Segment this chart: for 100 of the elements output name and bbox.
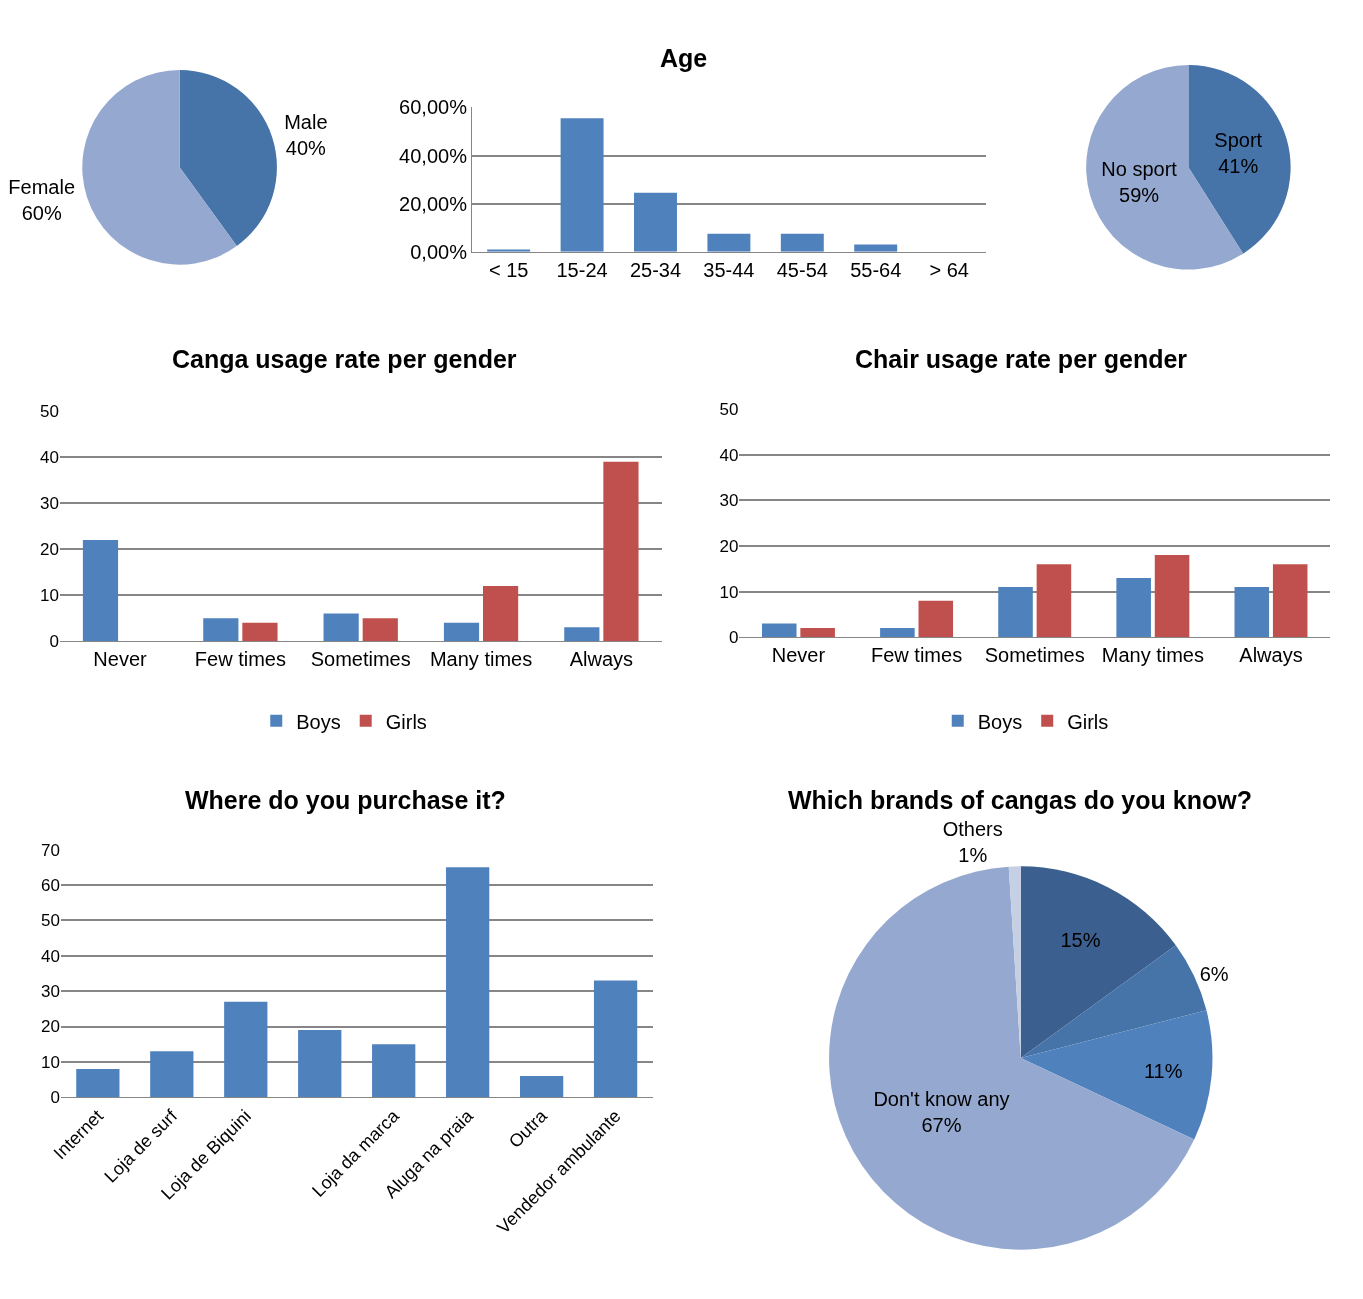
y-tick-label: 60 (40, 875, 60, 895)
y-tick-label: 10 (39, 586, 59, 606)
chart-title: Where do you purchase it? (185, 786, 506, 814)
bar (1154, 555, 1190, 638)
y-tick-label: 30 (39, 494, 59, 514)
bar (780, 233, 824, 252)
bar (707, 233, 751, 252)
x-tick-label: Many times (429, 648, 533, 671)
y-tick-label: 40 (719, 445, 739, 465)
chart-title: Canga usage rate per gender (172, 345, 517, 373)
legend-label: Girls (1067, 710, 1109, 733)
data-label: 67% (921, 1113, 962, 1136)
bar (519, 1076, 564, 1098)
x-tick-label: Few times (194, 648, 286, 671)
bar (593, 980, 638, 1098)
bar (362, 618, 398, 642)
bar (203, 618, 239, 642)
x-tick-label: 35-44 (703, 258, 755, 281)
bar (323, 613, 359, 642)
bar (634, 192, 677, 252)
y-tick-label: 0 (728, 628, 739, 648)
bar (560, 118, 604, 252)
y-tick-label: 0 (49, 632, 59, 652)
bar (483, 585, 519, 642)
data-label: 41% (1218, 154, 1259, 177)
chart-title: Chair usage rate per gender (855, 345, 1188, 373)
y-tick-label: 50 (40, 911, 60, 931)
data-label: 1% (958, 844, 988, 867)
pie-slice (1020, 1010, 1213, 1140)
x-tick-label: Many times (1101, 644, 1204, 667)
legend-label: Girls (385, 710, 427, 733)
x-tick-label: Always (1239, 644, 1303, 667)
bar (1234, 587, 1270, 638)
bar (880, 628, 915, 638)
bar (224, 1001, 268, 1098)
x-tick-label: 45-54 (776, 258, 828, 281)
y-tick-label: 70 (40, 840, 60, 860)
data-label: 15% (1060, 929, 1101, 952)
bar (918, 600, 954, 638)
x-tick-label: < 15 (488, 258, 529, 281)
bar (1116, 577, 1151, 638)
x-tick-label: 55-64 (850, 258, 902, 281)
y-tick-label: 60,00% (399, 96, 468, 119)
x-tick-label: 15-24 (556, 258, 608, 281)
y-tick-label: 50 (719, 400, 739, 420)
data-label: 60% (21, 201, 62, 224)
bar (1272, 564, 1308, 638)
data-label: 11% (1143, 1060, 1183, 1083)
slice-label: Others (942, 818, 1003, 841)
x-tick-label: Few times (871, 644, 963, 667)
bar (761, 623, 797, 638)
bar (82, 539, 119, 642)
data-label: 40% (285, 136, 327, 159)
bar (372, 1044, 416, 1098)
x-tick-label: Never (93, 648, 148, 671)
pie-slice (829, 866, 1195, 1250)
y-tick-label: 20,00% (399, 192, 468, 215)
bar (998, 587, 1033, 638)
x-tick-label: > 64 (929, 258, 969, 281)
slice-label: No sport (1101, 157, 1178, 180)
x-tick-label: Never (771, 644, 826, 667)
pie-slice (1188, 65, 1291, 254)
bar (1036, 564, 1072, 638)
chart-title: Which brands of cangas do you know? (788, 786, 1252, 814)
chart-title: Age (660, 44, 708, 72)
pie-slice (1020, 866, 1176, 1058)
bar (443, 622, 480, 642)
y-tick-label: 10 (719, 582, 739, 602)
x-tick-label: Sometimes (310, 648, 411, 671)
bar (242, 622, 278, 642)
slice-label: Sport (1214, 128, 1263, 151)
y-tick-label: 0 (50, 1088, 60, 1108)
bar (150, 1051, 194, 1098)
y-tick-label: 0,00% (410, 240, 468, 263)
pie-slice (179, 69, 277, 247)
y-tick-label: 30 (719, 491, 739, 511)
pie-slice (82, 69, 237, 265)
slice-label: Don't know any (873, 1087, 1010, 1110)
bar (603, 461, 639, 642)
y-tick-label: 40 (39, 448, 59, 468)
legend-label: Boys (977, 710, 1023, 733)
data-label: 6% (1199, 963, 1229, 986)
bar (800, 628, 835, 638)
legend-label: Boys (296, 710, 341, 733)
y-tick-label: 30 (40, 982, 60, 1002)
x-tick-label: Always (569, 648, 634, 671)
bar (446, 867, 490, 1098)
y-tick-label: 20 (39, 540, 59, 560)
y-tick-label: 40,00% (399, 144, 468, 167)
slice-label: Male (284, 110, 328, 133)
bar (564, 627, 600, 642)
y-tick-label: 10 (40, 1052, 60, 1072)
slice-label: Female (8, 175, 76, 198)
data-label: 59% (1119, 183, 1160, 206)
y-tick-label: 20 (719, 536, 739, 556)
y-tick-label: 40 (40, 946, 60, 966)
x-tick-label: Sometimes (984, 644, 1085, 667)
y-tick-label: 20 (40, 1017, 60, 1037)
y-tick-label: 50 (39, 402, 59, 422)
x-tick-label: 25-34 (629, 258, 682, 281)
